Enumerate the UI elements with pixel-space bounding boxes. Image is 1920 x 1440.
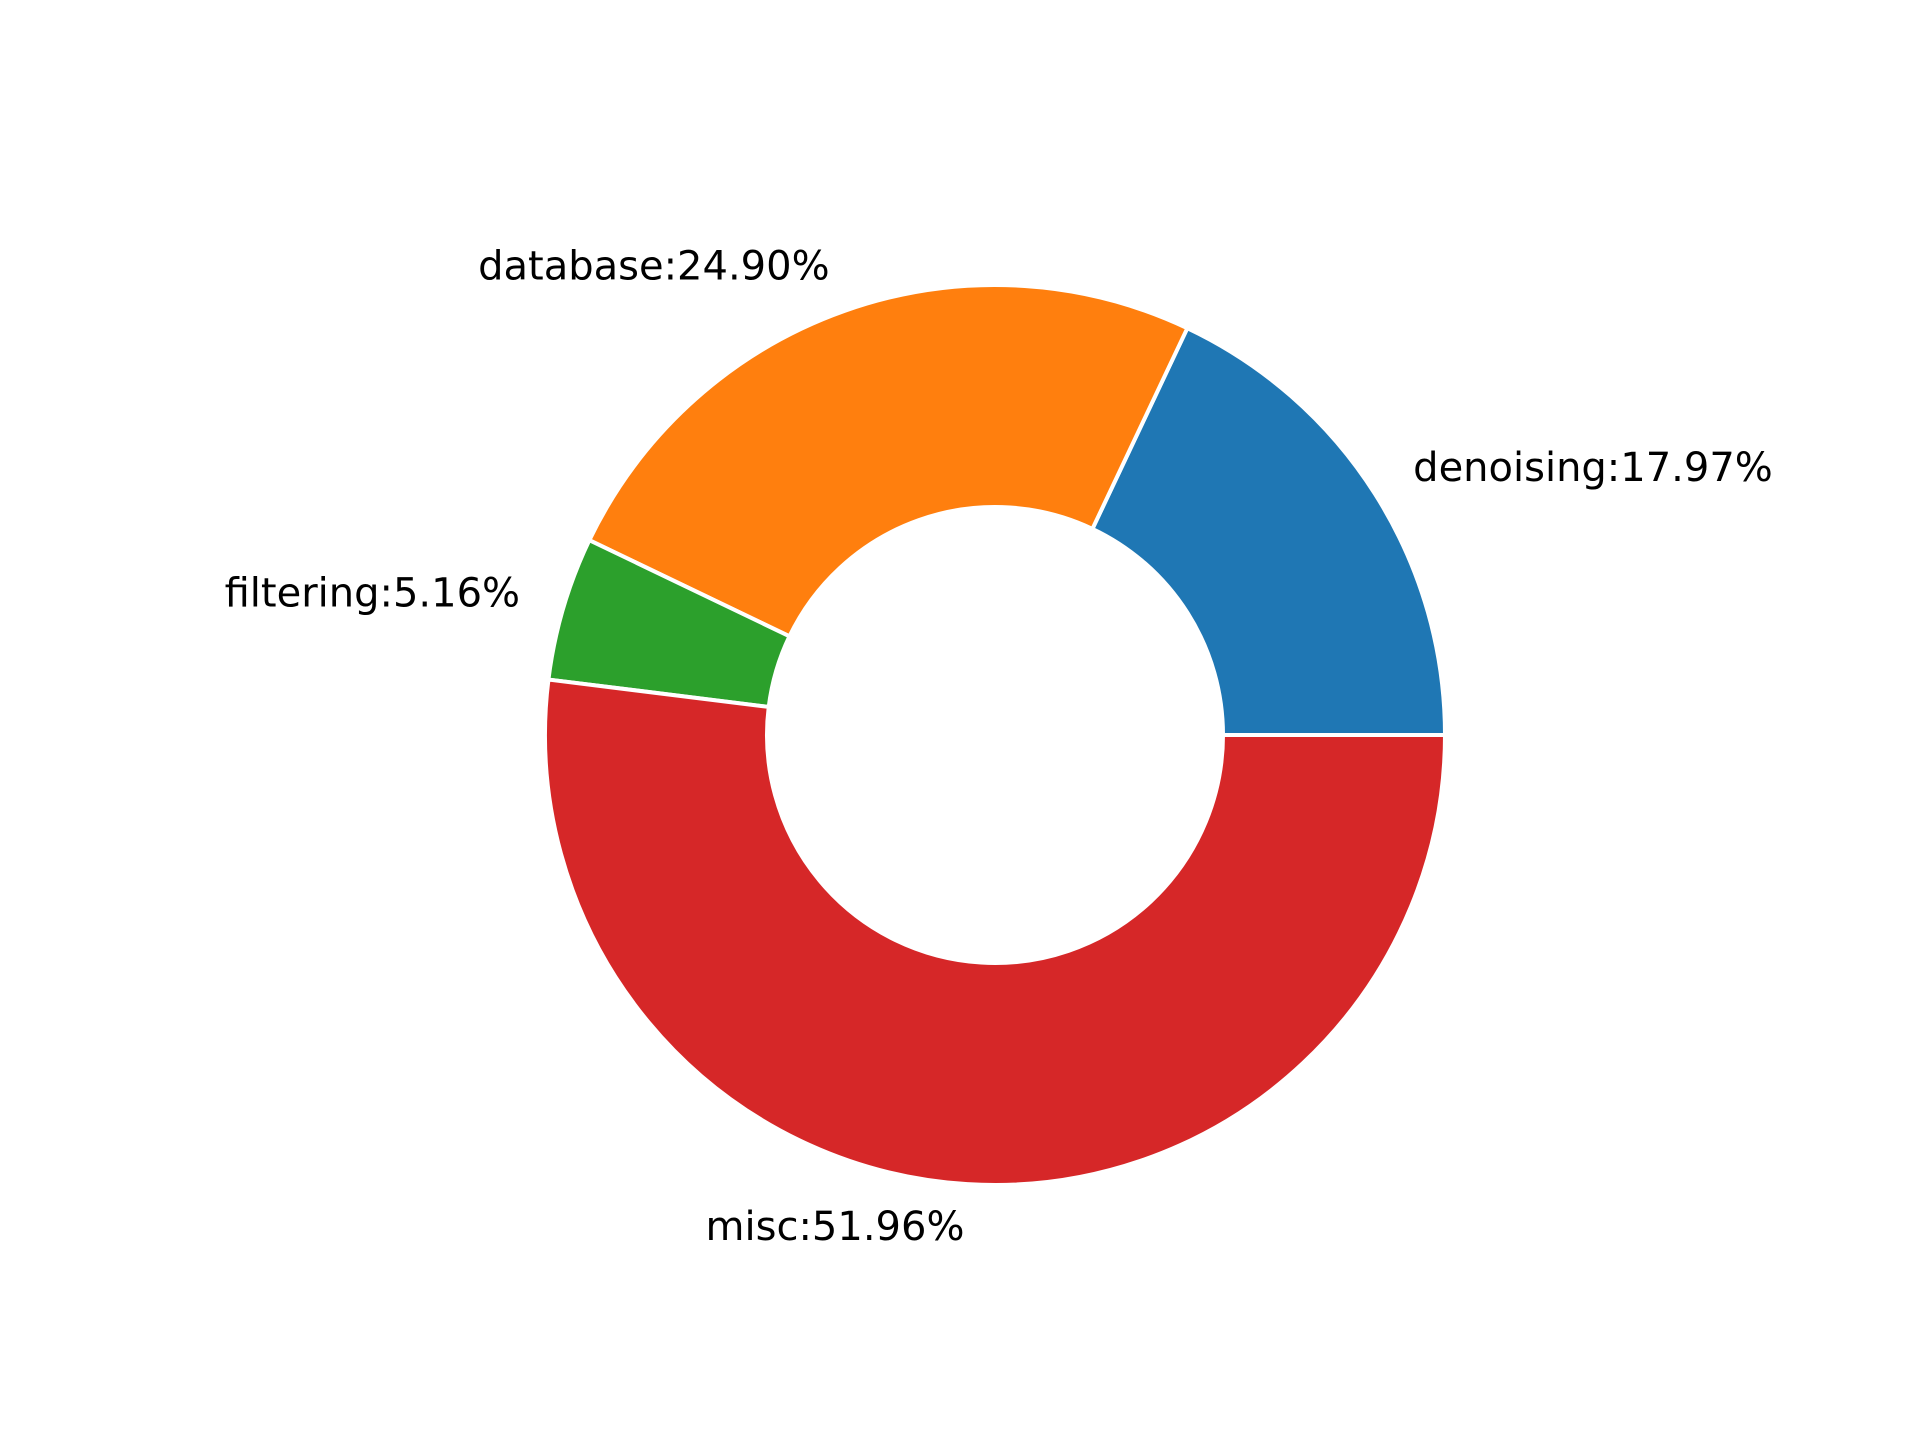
slice-database bbox=[586, 283, 1190, 639]
slice-label-misc: misc:51.96% bbox=[706, 1204, 965, 1250]
slice-label-filtering: filtering:5.16% bbox=[225, 571, 520, 617]
slices-layer bbox=[543, 283, 1448, 1187]
slice-denoising bbox=[1089, 325, 1448, 737]
labels-layer: denoising:17.97% database:24.90% filtering… bbox=[225, 243, 1773, 1250]
slice-misc bbox=[543, 677, 1448, 1187]
slice-label-denoising: denoising:17.97% bbox=[1413, 445, 1773, 491]
slice-label-database: database:24.90% bbox=[478, 243, 829, 289]
